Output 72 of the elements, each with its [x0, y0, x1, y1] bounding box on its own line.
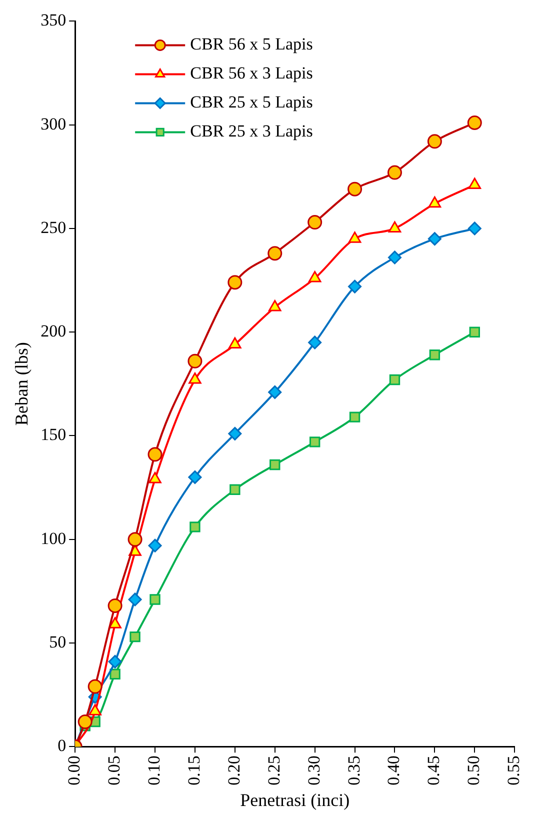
point — [389, 374, 400, 386]
point — [148, 472, 162, 484]
point — [190, 522, 200, 532]
point — [130, 631, 140, 642]
point — [468, 178, 482, 189]
y-tick-label: 300 — [40, 114, 66, 134]
point — [427, 134, 442, 149]
point — [228, 275, 242, 290]
point — [108, 598, 122, 613]
point — [387, 165, 402, 180]
y-tick-label: 350 — [40, 10, 66, 30]
legend-label: CBR 56 x 5 Lapis — [190, 34, 313, 54]
point — [308, 336, 322, 350]
y-axis-title: Beban (lbs) — [12, 342, 32, 426]
point — [429, 350, 440, 360]
x-tick-label: 0.50 — [464, 756, 484, 786]
point — [88, 704, 102, 716]
x-tick-label: 0.40 — [384, 756, 404, 786]
x-tick-label: 0.10 — [144, 756, 164, 786]
x-tick-label: 0.35 — [344, 756, 364, 786]
x-tick-label: 0.30 — [304, 756, 324, 786]
x-tick-label: 0.55 — [504, 756, 524, 786]
point — [308, 215, 322, 230]
point — [348, 280, 362, 294]
legend-label: CBR 25 x 3 Lapis — [190, 122, 313, 141]
point — [188, 372, 202, 384]
point — [388, 250, 402, 264]
point — [268, 385, 282, 399]
y-tick-label: 200 — [40, 322, 66, 341]
point — [469, 326, 480, 338]
point — [128, 592, 142, 606]
point — [468, 222, 482, 236]
y-tick-label: 150 — [40, 425, 66, 444]
point — [428, 232, 442, 246]
x-tick-label: 0.25 — [264, 756, 284, 786]
x-tick-label: 0.15 — [184, 756, 204, 786]
point — [78, 714, 92, 730]
point — [150, 594, 160, 605]
x-tick-label: 0.45 — [424, 756, 444, 786]
point — [428, 196, 442, 208]
point — [348, 232, 362, 243]
y-tick-label: 100 — [40, 528, 66, 548]
point — [388, 221, 402, 232]
point — [228, 337, 242, 349]
y-tick-label: 50 — [49, 632, 66, 652]
x-tick-label: 0.05 — [104, 756, 124, 786]
x-tick-label: 0.00 — [64, 756, 84, 786]
point — [467, 116, 482, 130]
point — [270, 459, 280, 470]
point — [88, 679, 102, 694]
y-tick-label: 250 — [40, 218, 66, 237]
y-tick-label: 0 — [58, 736, 66, 756]
point — [128, 532, 142, 547]
point — [308, 270, 322, 282]
point — [228, 426, 242, 440]
point — [148, 538, 162, 552]
point — [309, 436, 320, 448]
x-axis-title: Penetrasi (inci) — [240, 790, 350, 810]
point — [349, 412, 360, 422]
point — [230, 484, 240, 495]
point — [268, 246, 282, 261]
point — [108, 654, 122, 668]
point — [148, 447, 162, 462]
legend-label: CBR 25 x 5 Lapis — [190, 92, 313, 112]
point — [188, 470, 202, 484]
point — [110, 668, 120, 680]
point — [348, 182, 362, 196]
x-tick-label: 0.20 — [224, 756, 244, 786]
point — [268, 300, 282, 312]
point — [108, 617, 122, 628]
point — [188, 354, 202, 368]
legend-label: CBR 56 x 3 Lapis — [190, 64, 313, 83]
